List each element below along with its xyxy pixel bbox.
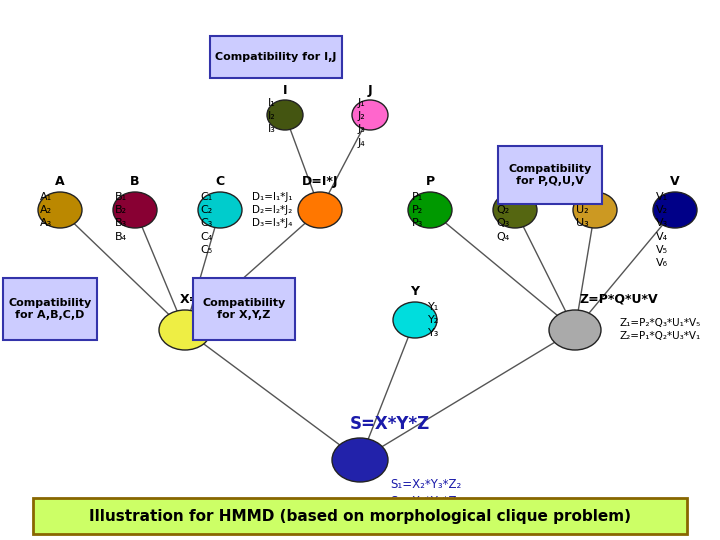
- FancyBboxPatch shape: [210, 36, 342, 78]
- Ellipse shape: [549, 310, 601, 350]
- Text: S₁=X₂*Y₃*Z₂
S₂=X₁*Y₂*Z₁: S₁=X₂*Y₃*Z₂ S₂=X₁*Y₂*Z₁: [390, 478, 462, 508]
- Text: V: V: [670, 175, 680, 188]
- Text: Z₁=P₂*Q₃*U₁*V₅
Z₂=P₁*Q₂*U₃*V₁: Z₁=P₂*Q₃*U₁*V₅ Z₂=P₁*Q₂*U₃*V₁: [620, 318, 701, 341]
- Text: B: B: [130, 175, 140, 188]
- Text: D=I*J: D=I*J: [302, 175, 338, 188]
- Text: X₁=A₁*B₂*C₄*D₃
X₂=A₂*B₄*C₂*D₁: X₁=A₁*B₂*C₄*D₃ X₂=A₂*B₄*C₂*D₁: [5, 318, 87, 341]
- Text: Z=P*Q*U*V: Z=P*Q*U*V: [580, 293, 659, 306]
- Text: Q₁
Q₂
Q₃
Q₄: Q₁ Q₂ Q₃ Q₄: [496, 192, 509, 241]
- Text: Y: Y: [410, 285, 420, 298]
- Ellipse shape: [493, 192, 537, 228]
- Text: D₁=I₁*J₁
D₂=I₂*J₂
D₃=I₃*J₄: D₁=I₁*J₁ D₂=I₂*J₂ D₃=I₃*J₄: [252, 192, 292, 228]
- Ellipse shape: [113, 192, 157, 228]
- Ellipse shape: [393, 302, 437, 338]
- Text: Illustration for HMMD (based on morphological clique problem): Illustration for HMMD (based on morpholo…: [89, 509, 631, 523]
- Text: Compatibility
for P,Q,U,V: Compatibility for P,Q,U,V: [508, 164, 592, 186]
- Text: P₁
P₂
P₃: P₁ P₂ P₃: [412, 192, 423, 228]
- Text: U₁
U₂
U₃: U₁ U₂ U₃: [576, 192, 589, 228]
- Ellipse shape: [573, 192, 617, 228]
- Text: I: I: [283, 84, 287, 97]
- Text: B₁
B₂
B₃
B₄: B₁ B₂ B₃ B₄: [115, 192, 127, 241]
- Ellipse shape: [38, 192, 82, 228]
- FancyBboxPatch shape: [498, 146, 602, 204]
- Text: J₁
J₂
J₃
J₄: J₁ J₂ J₃ J₄: [358, 98, 366, 147]
- FancyBboxPatch shape: [33, 498, 687, 534]
- FancyBboxPatch shape: [3, 278, 97, 340]
- FancyBboxPatch shape: [193, 278, 295, 340]
- Text: J: J: [368, 84, 372, 97]
- Text: Y₁
Y₂
Y₃: Y₁ Y₂ Y₃: [428, 302, 439, 339]
- Text: A₁
A₂
A₃: A₁ A₂ A₃: [40, 192, 53, 228]
- Ellipse shape: [267, 100, 303, 130]
- Ellipse shape: [352, 100, 388, 130]
- Text: Compatibility for I,J: Compatibility for I,J: [215, 52, 337, 62]
- Ellipse shape: [408, 192, 452, 228]
- Text: C₁
C₂
C₃
C₄
C₅: C₁ C₂ C₃ C₄ C₅: [200, 192, 212, 255]
- Ellipse shape: [332, 438, 388, 482]
- Text: Compatibility
for A,B,C,D: Compatibility for A,B,C,D: [9, 298, 91, 320]
- Ellipse shape: [653, 192, 697, 228]
- Text: I₁
I₂
I₃: I₁ I₂ I₃: [268, 98, 276, 134]
- Text: Compatibility
for X,Y,Z: Compatibility for X,Y,Z: [202, 298, 286, 320]
- Ellipse shape: [198, 192, 242, 228]
- Text: A: A: [55, 175, 65, 188]
- Text: S=X*Y*Z: S=X*Y*Z: [350, 415, 431, 433]
- Text: U: U: [590, 175, 600, 188]
- Ellipse shape: [298, 192, 342, 228]
- Text: V₁
V₂
V₃
V₄
V₅
V₆: V₁ V₂ V₃ V₄ V₅ V₆: [656, 192, 668, 268]
- Text: P: P: [426, 175, 435, 188]
- Text: X=A*B*C*D: X=A*B*C*D: [180, 293, 258, 306]
- Text: Q: Q: [510, 175, 521, 188]
- Ellipse shape: [159, 310, 211, 350]
- Text: C: C: [215, 175, 225, 188]
